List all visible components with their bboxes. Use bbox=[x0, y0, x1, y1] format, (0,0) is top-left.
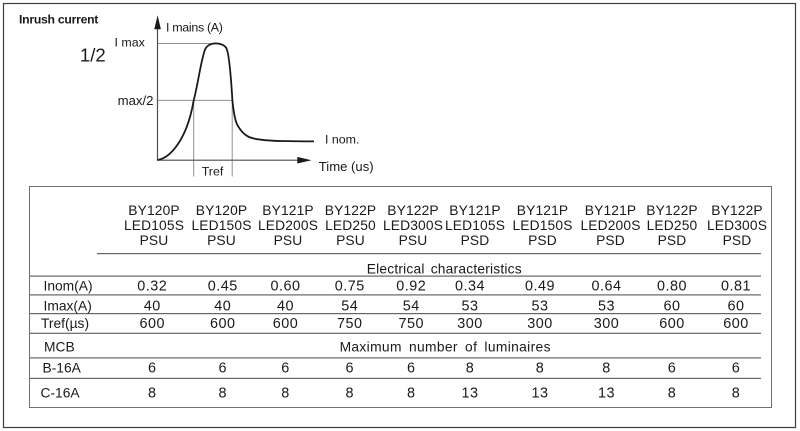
svg-text:8: 8 bbox=[407, 385, 416, 401]
svg-text:54: 54 bbox=[403, 298, 420, 314]
svg-text:BY122P: BY122P bbox=[711, 203, 763, 218]
svg-text:300: 300 bbox=[527, 316, 553, 332]
svg-text:6: 6 bbox=[346, 360, 355, 376]
svg-text:600: 600 bbox=[210, 316, 236, 332]
svg-text:BY121P: BY121P bbox=[517, 203, 569, 218]
svg-text:I max: I max bbox=[115, 36, 146, 50]
svg-text:750: 750 bbox=[399, 316, 425, 332]
svg-text:0.49: 0.49 bbox=[525, 279, 555, 295]
svg-text:13: 13 bbox=[598, 385, 615, 401]
svg-text:8: 8 bbox=[668, 385, 677, 401]
svg-text:Tref: Tref bbox=[202, 165, 224, 179]
svg-text:BY121P: BY121P bbox=[585, 203, 637, 218]
svg-text:53: 53 bbox=[531, 298, 548, 314]
svg-text:PSU: PSU bbox=[399, 233, 428, 248]
svg-text:C-16A: C-16A bbox=[41, 385, 81, 400]
svg-text:BY121P: BY121P bbox=[262, 203, 314, 218]
svg-text:BY120P: BY120P bbox=[196, 203, 248, 218]
svg-text:I nom.: I nom. bbox=[325, 132, 359, 146]
svg-text:PSD: PSD bbox=[596, 233, 625, 248]
svg-text:Imax(A): Imax(A) bbox=[44, 298, 92, 313]
svg-text:0.34: 0.34 bbox=[455, 279, 485, 295]
svg-text:8: 8 bbox=[346, 385, 355, 401]
svg-text:LED150S: LED150S bbox=[512, 218, 572, 233]
svg-text:BY122P: BY122P bbox=[387, 203, 439, 218]
svg-text:40: 40 bbox=[277, 298, 294, 314]
svg-text:300: 300 bbox=[594, 316, 620, 332]
svg-text:40: 40 bbox=[214, 298, 231, 314]
svg-text:300: 300 bbox=[457, 316, 483, 332]
svg-text:LED250: LED250 bbox=[647, 218, 698, 233]
svg-text:6: 6 bbox=[407, 360, 416, 376]
svg-text:0.80: 0.80 bbox=[657, 279, 687, 295]
svg-text:600: 600 bbox=[659, 316, 685, 332]
svg-text:PSU: PSU bbox=[336, 233, 365, 248]
svg-text:0.92: 0.92 bbox=[396, 279, 426, 295]
svg-text:PSU: PSU bbox=[207, 233, 236, 248]
svg-text:MCB: MCB bbox=[44, 340, 75, 355]
svg-text:13: 13 bbox=[531, 385, 548, 401]
svg-text:I mains (A): I mains (A) bbox=[166, 20, 223, 34]
svg-text:6: 6 bbox=[219, 360, 228, 376]
svg-text:600: 600 bbox=[273, 316, 299, 332]
svg-text:750: 750 bbox=[337, 316, 363, 332]
svg-text:BY122P: BY122P bbox=[646, 203, 698, 218]
svg-text:PSD: PSD bbox=[528, 233, 557, 248]
svg-text:LED300S: LED300S bbox=[383, 218, 443, 233]
svg-text:PSD: PSD bbox=[723, 233, 752, 248]
svg-text:600: 600 bbox=[140, 316, 166, 332]
svg-text:53: 53 bbox=[598, 298, 615, 314]
svg-text:8: 8 bbox=[219, 385, 228, 401]
svg-text:6: 6 bbox=[148, 360, 157, 376]
svg-text:6: 6 bbox=[668, 360, 677, 376]
svg-text:Tref(µs): Tref(µs) bbox=[41, 316, 89, 331]
svg-text:60: 60 bbox=[663, 298, 680, 314]
svg-text:600: 600 bbox=[723, 316, 749, 332]
svg-text:BY122P: BY122P bbox=[325, 203, 377, 218]
svg-text:0.64: 0.64 bbox=[591, 279, 621, 295]
svg-text:BY121P: BY121P bbox=[449, 203, 501, 218]
svg-text:LED105S: LED105S bbox=[124, 218, 184, 233]
svg-text:8: 8 bbox=[466, 360, 475, 376]
svg-text:8: 8 bbox=[732, 385, 741, 401]
svg-text:max/2: max/2 bbox=[118, 93, 154, 108]
svg-text:0.81: 0.81 bbox=[721, 279, 751, 295]
svg-text:Electrical characteristics: Electrical characteristics bbox=[367, 261, 522, 276]
svg-text:LED200S: LED200S bbox=[580, 218, 640, 233]
svg-text:0.45: 0.45 bbox=[208, 279, 238, 295]
svg-text:PSU: PSU bbox=[140, 233, 169, 248]
svg-text:Inom(A): Inom(A) bbox=[44, 279, 93, 294]
svg-text:B-16A: B-16A bbox=[43, 360, 82, 375]
svg-text:8: 8 bbox=[281, 385, 290, 401]
svg-text:Maximum number of luminaires: Maximum number of luminaires bbox=[340, 340, 551, 355]
svg-text:PSD: PSD bbox=[658, 233, 687, 248]
svg-text:0.60: 0.60 bbox=[270, 279, 300, 295]
svg-text:6: 6 bbox=[732, 360, 741, 376]
svg-text:LED105S: LED105S bbox=[445, 218, 505, 233]
svg-text:LED150S: LED150S bbox=[191, 218, 251, 233]
svg-text:0.32: 0.32 bbox=[137, 279, 167, 295]
svg-text:8: 8 bbox=[602, 360, 611, 376]
svg-text:LED200S: LED200S bbox=[258, 218, 318, 233]
svg-text:BY120P: BY120P bbox=[128, 203, 180, 218]
svg-text:8: 8 bbox=[536, 360, 545, 376]
svg-text:40: 40 bbox=[144, 298, 161, 314]
svg-text:Time (us): Time (us) bbox=[319, 159, 374, 174]
svg-text:8: 8 bbox=[148, 385, 157, 401]
svg-text:0.75: 0.75 bbox=[335, 279, 365, 295]
svg-text:1/2: 1/2 bbox=[80, 44, 106, 65]
svg-text:Inrush current: Inrush current bbox=[19, 13, 98, 27]
svg-text:54: 54 bbox=[341, 298, 358, 314]
svg-text:PSD: PSD bbox=[461, 233, 490, 248]
svg-text:PSU: PSU bbox=[274, 233, 303, 248]
svg-text:LED300S: LED300S bbox=[707, 218, 767, 233]
svg-text:13: 13 bbox=[461, 385, 478, 401]
svg-text:LED250: LED250 bbox=[325, 218, 376, 233]
svg-text:53: 53 bbox=[461, 298, 478, 314]
svg-text:6: 6 bbox=[281, 360, 290, 376]
svg-text:60: 60 bbox=[727, 298, 744, 314]
